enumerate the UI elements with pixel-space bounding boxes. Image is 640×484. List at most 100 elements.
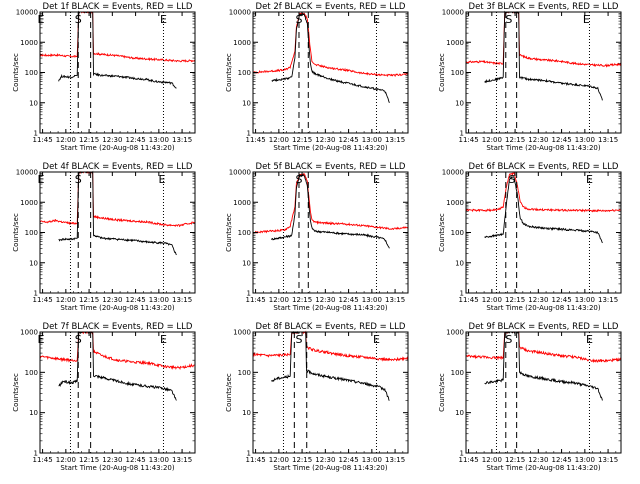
x-tick-label: 13:00 xyxy=(575,296,595,304)
x-tick-label: 13:00 xyxy=(149,456,169,464)
x-tick-label: 13:15 xyxy=(385,136,405,144)
x-tick-label: 12:00 xyxy=(56,296,76,304)
x-tick-label: 13:15 xyxy=(385,456,405,464)
lld-series-line xyxy=(465,11,622,68)
panel-6: Det 6f BLACK = Events, RED = LLD 11:45 12:… xyxy=(438,162,622,312)
x-tick-label: 12:45 xyxy=(338,456,358,464)
x-tick-label: 12:00 xyxy=(56,456,76,464)
plot-frame xyxy=(252,331,409,454)
y-tick-label: 10 xyxy=(455,259,464,267)
x-tick-label: 12:45 xyxy=(551,456,571,464)
event-marker-label: E xyxy=(583,13,590,26)
x-tick-label: 12:00 xyxy=(269,296,289,304)
y-tick-label: 10 xyxy=(242,259,251,267)
y-tick-label: 1 xyxy=(247,450,251,458)
y-tick-label: 1000 xyxy=(20,329,38,337)
y-tick-label: 10 xyxy=(242,409,251,417)
panel-title: Det 8f BLACK = Events, RED = LLD xyxy=(256,322,406,332)
event-marker-label: E xyxy=(160,13,167,26)
event-marker-label: S xyxy=(295,13,302,26)
x-tick-label: 13:00 xyxy=(362,456,382,464)
events-series-line xyxy=(271,13,390,103)
x-tick-label: 11:45 xyxy=(32,136,52,144)
panel-1: Det 1f BLACK = Events, RED = LLD 11:45 12:… xyxy=(12,2,196,152)
event-marker-label: S xyxy=(295,173,302,186)
y-axis-label: Counts/sec xyxy=(225,213,233,252)
plot-frame xyxy=(465,331,622,454)
x-tick-label: 13:15 xyxy=(598,456,618,464)
y-tick-label: 10000 xyxy=(442,169,464,177)
x-tick-label: 12:00 xyxy=(482,136,502,144)
panel-7: Det 7f BLACK = Events, RED = LLD 11:45 12:… xyxy=(12,322,196,472)
events-series-line xyxy=(271,331,390,401)
y-tick-label: 100 xyxy=(238,69,251,77)
event-marker-label: E xyxy=(586,333,593,346)
y-tick-label: 10 xyxy=(29,259,38,267)
x-tick-label: 12:15 xyxy=(505,456,525,464)
y-tick-label: 1 xyxy=(460,290,464,298)
events-series-line xyxy=(484,331,603,401)
y-tick-label: 100 xyxy=(238,369,251,377)
x-tick-label: 12:30 xyxy=(102,136,122,144)
x-tick-label: 13:15 xyxy=(385,296,405,304)
panel-title: Det 7f BLACK = Events, RED = LLD xyxy=(43,322,193,332)
x-tick-label: 13:00 xyxy=(149,136,169,144)
y-tick-label: 100 xyxy=(451,229,464,237)
x-tick-label: 12:15 xyxy=(292,296,312,304)
x-axis-label: Start Time (20-Aug-08 11:43:20) xyxy=(273,464,387,472)
y-axis-label: Counts/sec xyxy=(225,53,233,92)
x-tick-label: 13:00 xyxy=(362,296,382,304)
x-tick-label: 13:00 xyxy=(149,296,169,304)
x-tick-label: 12:00 xyxy=(482,296,502,304)
events-series-line xyxy=(58,170,177,256)
x-tick-label: 12:45 xyxy=(338,296,358,304)
x-tick-label: 12:00 xyxy=(56,136,76,144)
x-tick-label: 11:45 xyxy=(245,296,265,304)
x-tick-label: 12:15 xyxy=(505,296,525,304)
event-marker-label: E xyxy=(373,333,380,346)
event-marker-label: E xyxy=(586,173,593,186)
y-tick-label: 1000 xyxy=(233,199,251,207)
y-tick-label: 10 xyxy=(29,409,38,417)
plot-frame xyxy=(252,11,409,134)
y-tick-label: 100 xyxy=(451,69,464,77)
lld-series-line xyxy=(252,12,409,78)
y-tick-label: 10 xyxy=(29,99,38,107)
x-tick-label: 13:00 xyxy=(575,136,595,144)
y-tick-label: 10000 xyxy=(229,9,251,17)
x-tick-label: 13:00 xyxy=(575,456,595,464)
x-tick-label: 12:30 xyxy=(102,456,122,464)
x-tick-label: 11:45 xyxy=(245,456,265,464)
x-tick-label: 13:15 xyxy=(172,456,192,464)
lld-series-line xyxy=(465,171,622,213)
x-tick-label: 12:30 xyxy=(315,456,335,464)
event-marker-label: S xyxy=(505,333,512,346)
events-series-line xyxy=(484,176,603,244)
x-tick-label: 12:45 xyxy=(125,296,145,304)
x-tick-label: 12:30 xyxy=(528,136,548,144)
x-tick-label: 12:15 xyxy=(79,296,99,304)
y-axis-label: Counts/sec xyxy=(438,53,446,92)
x-tick-label: 12:30 xyxy=(315,296,335,304)
event-marker-label: E xyxy=(38,13,45,26)
x-tick-label: 12:15 xyxy=(79,456,99,464)
y-tick-label: 1 xyxy=(247,290,251,298)
y-tick-label: 10000 xyxy=(16,9,38,17)
x-axis-label: Start Time (20-Aug-08 11:43:20) xyxy=(273,304,387,312)
y-tick-label: 10 xyxy=(455,409,464,417)
y-tick-label: 100 xyxy=(25,369,38,377)
x-tick-label: 13:00 xyxy=(362,136,382,144)
y-tick-label: 100 xyxy=(25,229,38,237)
x-tick-label: 12:15 xyxy=(292,136,312,144)
events-series-line xyxy=(271,173,390,249)
y-tick-label: 1 xyxy=(460,130,464,138)
x-tick-label: 12:30 xyxy=(528,296,548,304)
plot-frame xyxy=(39,171,196,294)
x-tick-label: 11:45 xyxy=(245,136,265,144)
plot-frame xyxy=(39,331,196,454)
event-marker-label: S xyxy=(75,173,82,186)
lld-series-line xyxy=(39,331,196,371)
panel-title: Det 9f BLACK = Events, RED = LLD xyxy=(469,322,619,332)
x-axis-label: Start Time (20-Aug-08 11:43:20) xyxy=(486,144,600,152)
